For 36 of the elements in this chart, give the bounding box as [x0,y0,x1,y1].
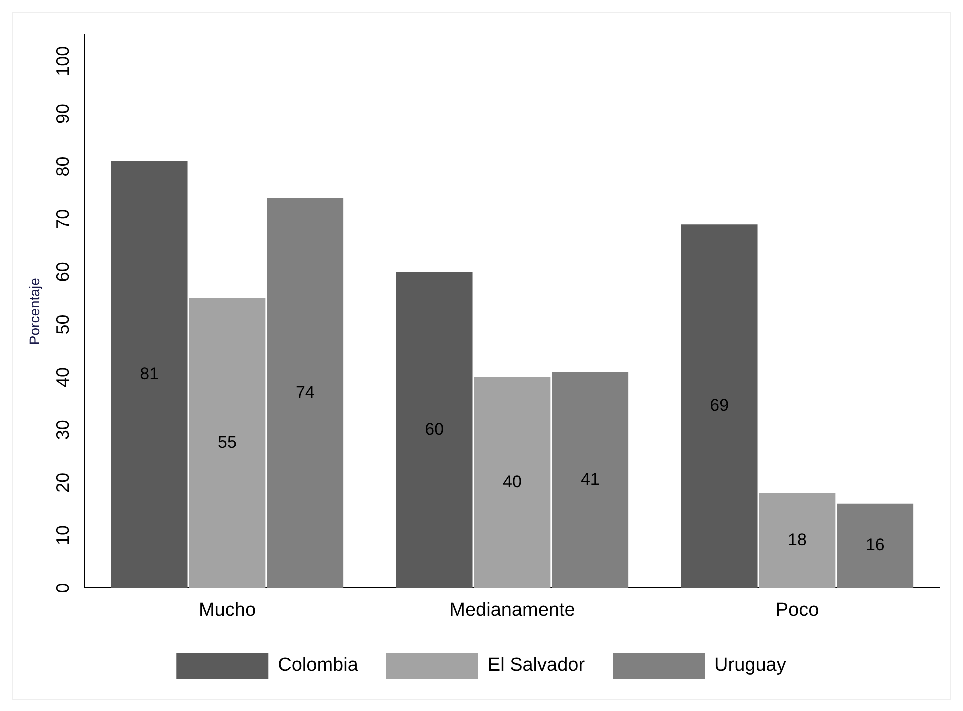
bar [267,198,344,588]
bar [396,272,473,588]
y-tick-label: 100 [52,46,73,76]
legend-label: Uruguay [714,655,787,676]
bar [552,372,629,588]
data-label: 18 [788,530,807,550]
y-tick-label: 40 [52,367,73,388]
bar [759,493,836,588]
y-tick-label: 20 [52,472,73,493]
x-tick-label: Medianamente [450,600,576,621]
bar [189,298,266,588]
y-tick-label: 70 [52,209,73,230]
y-tick-label: 80 [52,156,73,177]
legend-label: El Salvador [488,655,586,676]
data-label: 60 [425,420,444,439]
data-label: 81 [140,364,160,384]
data-label: 55 [218,433,237,452]
y-tick-label: 50 [52,314,73,335]
y-tick-label: 10 [52,526,73,546]
bar [681,224,758,588]
data-label: 41 [580,470,600,489]
y-tick-label: 30 [52,420,73,440]
y-tick-label: 90 [52,104,73,124]
data-label: 69 [710,396,730,416]
legend-label: Colombia [278,655,359,676]
x-tick-label: Poco [776,600,820,621]
bar [837,504,914,588]
x-tick-label: Mucho [198,600,256,621]
data-label: 74 [296,382,315,402]
y-tick-label: 0 [52,583,73,594]
bar [474,377,551,588]
y-axis-title: Porcentaje [26,278,42,346]
bar [111,161,188,588]
y-tick-label: 60 [52,262,73,282]
data-label: 40 [503,472,522,492]
data-label: 16 [866,536,885,555]
